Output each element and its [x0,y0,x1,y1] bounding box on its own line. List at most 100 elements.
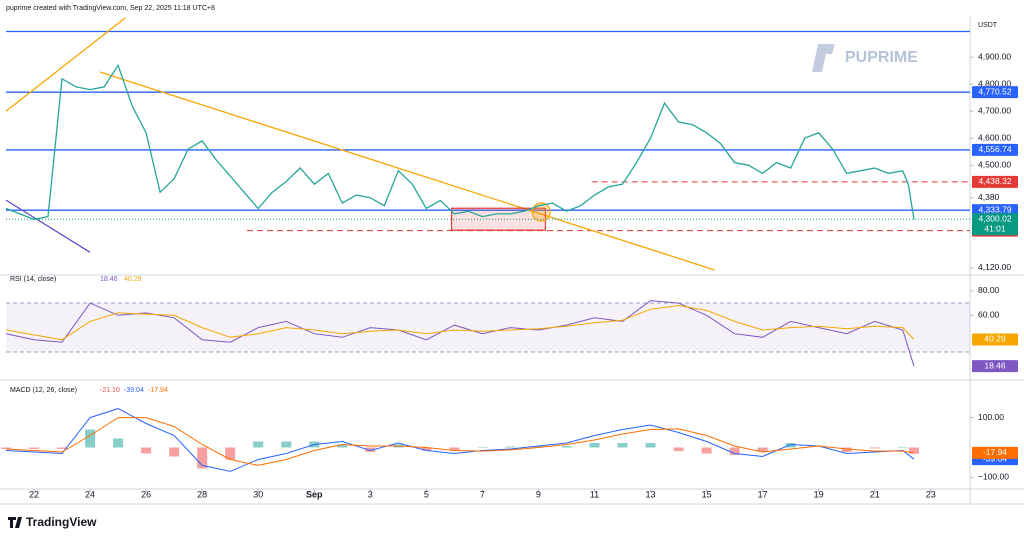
indicator-line [5,300,915,367]
x-tick-label: 5 [424,489,429,499]
x-tick-label: 11 [590,489,599,499]
histogram-bar [449,447,460,451]
x-tick-label: 23 [926,489,936,499]
histogram-bar [561,445,572,448]
histogram-bar [617,442,628,448]
value-badge: 18.46 [984,360,1006,370]
level-label: 4,438.32 [978,176,1011,186]
highlight-circle [531,202,551,222]
y-tick-label: 80.00 [978,285,1000,295]
level-label: 4,770.52 [978,86,1011,96]
level-label-bg [972,86,1018,99]
x-tick-label: 21 [870,489,880,499]
legend-value: -21.10 [100,387,120,394]
histogram-bar [141,447,152,454]
current-price: 4,300.02 [978,214,1011,224]
x-tick-label: 7 [480,489,485,499]
value-badge-bg [972,333,1018,346]
trendline [5,17,126,112]
value-badge-bg [972,360,1018,373]
histogram-bar [869,447,880,449]
price-line [5,63,915,220]
tv-logo [8,517,22,528]
y-tick-label: 4,900.00 [978,51,1011,61]
histogram-bar [757,447,768,452]
unit-label: USDT [978,22,998,29]
level-label-bg [972,143,1018,156]
footer-brand: TradingView [26,515,97,529]
rsi-legend: RSI (14, close) [10,276,56,283]
current-bg [972,213,1018,236]
histogram-bar [505,446,516,448]
macd-legend: MACD (12, 26, close) [10,387,77,394]
histogram-bar [701,447,712,454]
trendline [5,199,91,253]
histogram-bar [85,429,96,448]
histogram-bar [225,447,236,460]
watermark-logo [812,44,835,72]
level-label-bg [972,175,1018,188]
histogram-bar [673,447,684,452]
histogram-bar [589,442,600,448]
legend-value: -17.94 [148,387,168,394]
histogram-bar [729,447,740,455]
histogram-bar [57,447,68,449]
indicator-line [5,304,915,341]
level-label-bg [972,204,1018,217]
histogram-bar [785,442,796,448]
y-tick-label: −100.00 [978,472,1009,482]
histogram-bar [281,441,292,448]
y-tick-label: 100.00 [978,412,1004,422]
x-tick-label: 15 [702,489,712,499]
trendline [99,71,716,271]
x-tick-label: 26 [141,489,151,499]
x-tick-label: 19 [814,489,824,499]
x-tick-label: Sep [306,489,323,499]
rsi-band [6,303,970,353]
value-badge: -17.94 [983,447,1007,457]
histogram-bar [113,438,124,448]
x-tick-label: 24 [85,489,95,499]
histogram-bar [197,447,208,469]
x-tick-label: 9 [536,489,541,499]
y-tick-label: 4,700.00 [978,105,1011,115]
level-label: 4,333.79 [978,204,1011,214]
y-tick-label: 4,120.00 [978,262,1011,272]
y-tick-label: 4,600.00 [978,132,1011,142]
histogram-bar [253,441,264,448]
value-badge-bg [972,446,1018,459]
legend-value: 18.46 [100,276,118,283]
x-tick-label: 13 [646,489,656,499]
value-badge: 40.29 [984,334,1006,344]
x-tick-label: 28 [197,489,207,499]
y-tick-label: 4,800.00 [978,78,1011,88]
histogram-bar [169,447,180,457]
header: puprime created with TradingView.com, Se… [6,5,215,12]
x-tick-label: 17 [758,489,768,499]
histogram-bar [841,447,852,452]
histogram-bar [421,447,432,451]
legend-value: -39.04 [124,387,144,394]
histogram-bar [29,447,40,449]
histogram-bar [897,446,908,448]
histogram-bar [645,442,656,448]
legend-value: 40.29 [124,276,142,283]
x-tick-label: 22 [29,489,39,499]
histogram-bar [533,445,544,448]
x-tick-label: 3 [368,489,373,499]
y-tick-label: 60.00 [978,310,1000,320]
level-label: 4,556.74 [978,144,1011,154]
y-tick-label: 4,500.00 [978,160,1011,170]
histogram-bar [365,447,376,452]
histogram-bar [908,447,919,454]
y-tick-label: 4,380 [978,192,1000,202]
histogram-bar [337,444,348,448]
x-tick-label: 30 [253,489,263,499]
indicator-line [5,417,915,466]
histogram-bar [1,447,11,449]
watermark: PUPRIME [845,49,918,66]
histogram-bar [477,446,488,448]
countdown: 41:01 [984,224,1006,234]
